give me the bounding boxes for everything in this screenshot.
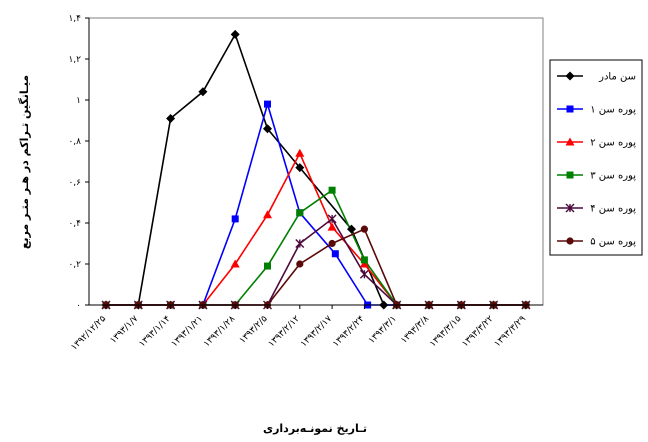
legend-label: پوره سن ۱ [590, 105, 636, 116]
legend-label: پوره سن ۳ [590, 171, 636, 182]
legend-swatch-marker [566, 237, 574, 245]
legend-label: سن مادر [598, 72, 636, 83]
x-tick-label: ۱۳۹۳/۳/۸ [399, 314, 431, 346]
x-tick-label: ۱۳۹۳/۲/۲۴ [331, 314, 366, 349]
series-3-point [295, 148, 305, 157]
series-1-point [346, 224, 356, 234]
series-4-point [296, 209, 304, 217]
series-6-point [328, 239, 336, 248]
y-axis-title: میـانگین تـراکم در هـر متـر مربع [18, 75, 31, 249]
series-2-point [331, 250, 339, 258]
legend-swatch-marker [565, 71, 575, 81]
legend-swatch-marker [566, 171, 574, 179]
x-tick-label: ۱۳۹۳/۲/۱۷ [299, 314, 334, 349]
legend-label: پوره سن ۲ [590, 138, 636, 149]
series-3-point [263, 210, 272, 219]
x-tick-label: ۱۳۹۳/۳/۲۹ [493, 314, 528, 349]
x-tick-label: ۱۳۹۲/۱۲/۲۵ [69, 314, 108, 353]
series-1-point [230, 29, 240, 39]
series-6-point [360, 225, 368, 233]
y-tick-label: ۰,۶ [68, 178, 81, 188]
x-axis-title: تـاریخ نمونـه‌برداری [263, 422, 367, 435]
series-6-point [296, 260, 304, 268]
series-4-point [264, 262, 271, 270]
legend-swatch-marker [566, 105, 574, 113]
series-3-point [230, 259, 240, 268]
y-tick-label: ۰,۴ [68, 219, 81, 229]
x-tick-label: ۱۳۹۳/۳/۱۵ [428, 314, 463, 349]
x-tick-label: ۱۳۹۳/۱/۷ [109, 314, 141, 346]
series-3-point [327, 222, 337, 231]
series-5-point [327, 214, 337, 224]
plot-area [88, 17, 544, 306]
series-1-point [166, 113, 176, 123]
legend: سن مادر پوره سن ۱ پوره سن ۲ پوره سن ۳ پوره س… [557, 71, 636, 248]
x-tick-label: ۱۳۹۳/۱/۲۱ [170, 314, 205, 349]
x-tick-label: ۱۳۹۳/۳/۲۲ [460, 314, 495, 349]
x-tick-label: ۱۳۹۳/۲/۱۲ [267, 314, 302, 349]
y-tick-label: ۱,۲ [68, 55, 81, 65]
series-2-point [231, 215, 239, 223]
series-4-point [328, 186, 336, 194]
legend-label: پوره سن ۴ [590, 204, 636, 215]
x-tick-label: ۱۳۹۳/۱/۱۴ [137, 314, 172, 349]
series-2-point [264, 100, 271, 108]
y-tick-label: ۰,۸ [68, 137, 81, 147]
legend-label: پوره سن ۵ [590, 237, 636, 248]
legend-swatch-marker [565, 137, 575, 146]
x-tick-label: ۱۳۹۳/۲/۵ [238, 314, 270, 346]
y-tick-label: ۰ [76, 301, 81, 311]
series-5-point [295, 239, 305, 248]
series-5-point [359, 269, 369, 279]
series-4-point [360, 256, 368, 264]
y-tick-label: ۱,۴ [68, 14, 81, 24]
x-tick-label: ۱۳۹۳/۳/۱ [367, 314, 399, 346]
legend-swatch-marker [565, 203, 575, 213]
y-tick-label: ۱ [76, 96, 81, 106]
series-1-point [263, 124, 272, 134]
series-1-point [198, 87, 208, 97]
legend-box [549, 59, 643, 256]
series-3-point [359, 259, 369, 268]
x-tick-label: ۱۳۹۳/۱/۲۸ [202, 314, 237, 349]
series-1-point [295, 163, 305, 173]
y-tick-label: ۰,۲ [68, 260, 81, 270]
